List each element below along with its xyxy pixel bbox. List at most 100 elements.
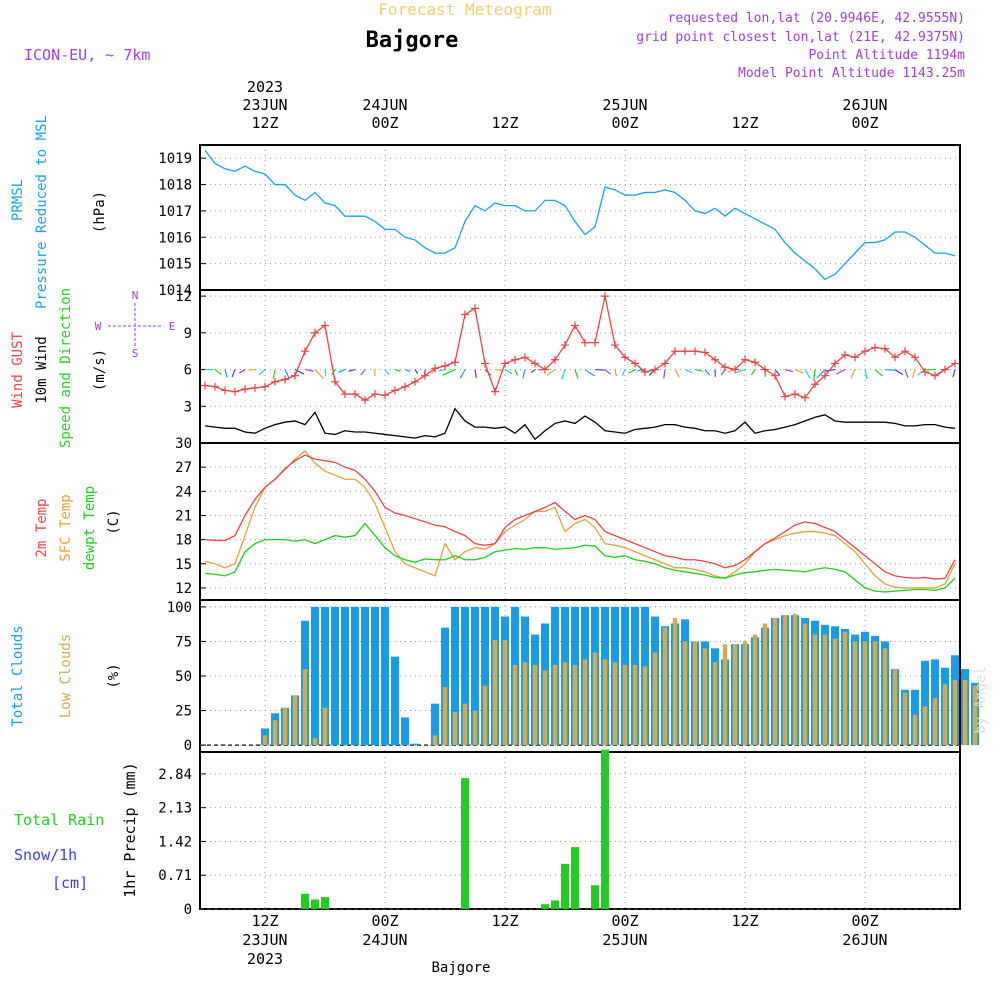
wind-arrow: [405, 370, 410, 372]
bottom-axis-time: 00Z: [371, 912, 398, 930]
y-tick-label: 1017: [158, 204, 192, 220]
snow-unit-label: [cm]: [52, 874, 88, 892]
wind-unit-label: (m/s): [92, 349, 108, 391]
gust-marker: [441, 362, 449, 370]
low-cloud-bar: [613, 662, 617, 745]
total-cloud-bar: [371, 607, 379, 745]
pressure-unit-label: (hPa): [92, 191, 108, 233]
total-cloud-bar: [411, 744, 419, 745]
watermark: by Angel: [973, 666, 989, 733]
wind-10m-label: 10m Wind: [34, 336, 50, 403]
gust-marker: [291, 372, 299, 380]
dewpoint-label: dewpt Temp: [82, 486, 98, 570]
wind-arrow: [259, 370, 265, 375]
rain-bar: [541, 904, 549, 909]
low-cloud-bar: [773, 618, 777, 745]
y-tick-label: 3: [184, 399, 192, 415]
wind-arrow: [361, 370, 365, 375]
dewpoint-line: [205, 524, 955, 592]
y-tick-label: 2.13: [158, 801, 192, 817]
top-axis-time: 00Z: [851, 114, 878, 132]
wind-arrow: [865, 370, 867, 380]
bottom-axis-time: 00Z: [611, 912, 638, 930]
gust-marker: [401, 383, 409, 391]
y-tick-label: 1016: [158, 230, 192, 246]
wind-arrow: [695, 370, 703, 372]
wind-arrow: [685, 370, 693, 373]
top-axis-year: 2023: [247, 78, 283, 96]
gust-marker: [781, 392, 789, 400]
gust-marker: [251, 384, 259, 392]
gust-marker: [601, 292, 609, 300]
low-cloud-bar: [863, 641, 867, 745]
clouds-unit-label: (%): [106, 663, 122, 688]
wind-arrow: [273, 370, 275, 379]
wind-arrow: [895, 370, 903, 375]
low-cloud-bar: [463, 704, 467, 745]
wind-speed-direction-label: Speed and Direction: [58, 288, 74, 448]
sfc-temp-label: SFC Temp: [58, 494, 74, 561]
rain-bar: [461, 778, 469, 909]
total-cloud-bar: [341, 607, 349, 745]
gust-marker: [861, 347, 869, 355]
temp-2m-label: 2m Temp: [34, 498, 50, 557]
gust-marker: [491, 388, 499, 396]
low-cloud-bar: [573, 665, 577, 745]
gust-label: Wind GUST: [10, 332, 26, 408]
low-cloud-bar: [953, 680, 957, 745]
gust-marker: [211, 383, 219, 391]
y-tick-label: 0: [184, 738, 192, 754]
gust-marker: [261, 383, 269, 391]
pressure-long-label: Pressure Reduced to MSL: [34, 115, 50, 309]
y-tick-label: 12: [175, 581, 192, 597]
compass-n-label: N: [132, 289, 139, 302]
total-cloud-bar: [391, 657, 399, 745]
wind-arrow: [505, 370, 512, 374]
low-cloud-bar: [323, 708, 327, 745]
low-cloud-bar: [713, 662, 717, 745]
wind-arrow: [239, 370, 245, 374]
low-cloud-bar: [943, 684, 947, 745]
wind-arrow: [547, 370, 555, 375]
wind-arrow: [348, 370, 355, 372]
wind-arrow: [905, 370, 908, 378]
temp-2m-line: [205, 455, 955, 579]
low-cloud-bar: [783, 615, 787, 745]
wind-arrow: [460, 370, 465, 379]
wind-arrow: [385, 370, 389, 375]
gust-marker: [591, 339, 599, 347]
low-cloud-bar: [823, 635, 827, 746]
wind-arrow: [875, 370, 882, 376]
gust-marker: [451, 358, 459, 366]
footer-location: Bajgore: [431, 960, 490, 976]
low-cloud-bar: [663, 628, 667, 745]
snow-label: Snow/1h: [14, 846, 77, 864]
wind-arrow: [585, 370, 595, 376]
low-cloud-bar: [633, 665, 637, 745]
y-tick-label: 0.71: [158, 868, 192, 884]
wind-arrow: [395, 370, 401, 372]
gust-marker: [391, 386, 399, 394]
wind-arrow: [285, 370, 289, 379]
point-altitude: Point Altitude 1194m: [808, 48, 965, 63]
gust-marker: [411, 378, 419, 386]
low-cloud-bar: [843, 632, 847, 745]
wind-arrow: [836, 370, 845, 375]
pressure-line: [205, 150, 955, 279]
y-tick-label: 75: [175, 634, 192, 650]
gust-marker: [461, 310, 469, 318]
y-tick-label: 27: [175, 460, 192, 476]
gust-marker: [371, 390, 379, 398]
rain-bar: [301, 894, 309, 909]
low-cloud-bar: [963, 680, 967, 745]
y-tick-label: 0: [184, 902, 192, 918]
low-cloud-bar: [263, 735, 267, 745]
low-cloud-bar: [443, 687, 447, 745]
low-cloud-bar: [283, 708, 287, 745]
low-cloud-bar: [303, 669, 307, 745]
low-cloud-bar: [523, 662, 527, 745]
low-cloud-bar: [933, 698, 937, 745]
